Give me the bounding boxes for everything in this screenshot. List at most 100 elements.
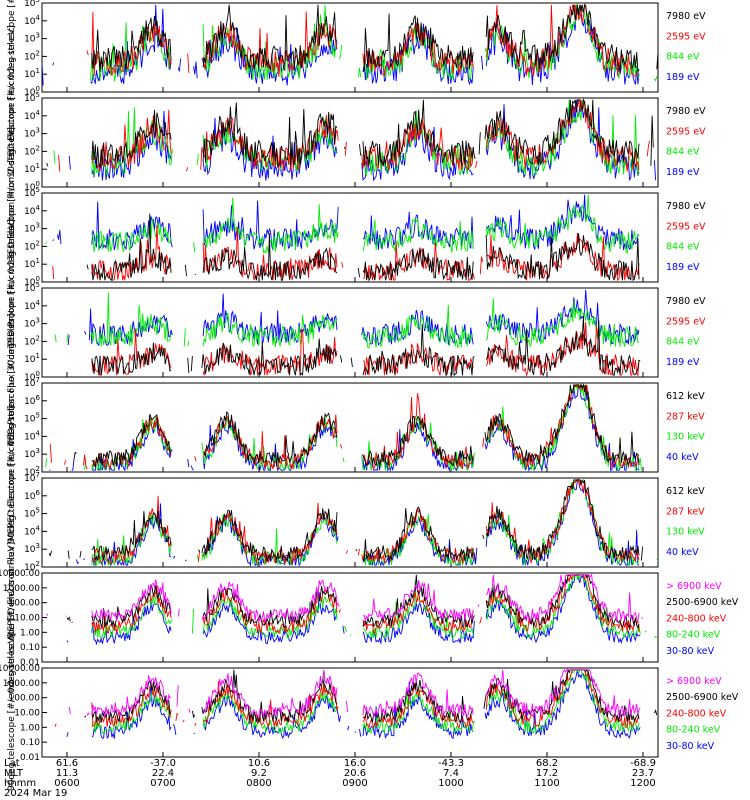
legend-entry: 2500-6900 keV xyxy=(666,692,739,703)
legend-entry: 2595 eV xyxy=(666,316,706,327)
y-tick-label: 104 xyxy=(24,109,40,122)
x-tick-label-lat: 68.2 xyxy=(536,758,558,769)
legend-entry: 7980 eV xyxy=(666,201,706,212)
legend-entry: 287 keV xyxy=(666,506,705,517)
legend-entry: 7980 eV xyxy=(666,296,706,307)
y-tick-label: 101 xyxy=(24,352,40,365)
y-tick-label: 0.01 xyxy=(20,658,40,668)
y-tick-label: 10.00 xyxy=(14,614,40,624)
series-line-130-kev xyxy=(91,479,658,567)
legend-entry: 844 eV xyxy=(666,337,700,348)
y-tick-label: 102 xyxy=(24,49,40,62)
legend-entry: 2595 eV xyxy=(666,221,706,232)
x-tick-label-time: 0800 xyxy=(246,778,271,789)
date-label: 2024 Mar 19 xyxy=(4,788,67,799)
y-tick-label: 1.00 xyxy=(20,723,40,733)
legend-entry: 844 eV xyxy=(666,147,700,158)
x-tick-label-lat: -68.9 xyxy=(630,758,656,769)
legend-entry: 240-800 keV xyxy=(666,613,727,624)
y-tick-label: 101 xyxy=(24,67,40,80)
y-tick-label: 104 xyxy=(24,204,40,217)
y-axis-label: MEPED Electron Flux 90deg telescope [#/c… xyxy=(7,406,17,639)
legend-entry: 7980 eV xyxy=(666,106,706,117)
y-tick-label: 102 xyxy=(24,144,40,157)
x-tick-label-mlt: 9.2 xyxy=(251,768,267,779)
legend-entry: 30-80 keV xyxy=(666,741,715,752)
legend-entry: 612 keV xyxy=(666,486,705,497)
x-tick-label-mlt: 7.4 xyxy=(443,768,459,779)
legend-entry: 2595 eV xyxy=(666,31,706,42)
y-tick-label: 0.10 xyxy=(20,643,40,653)
y-axis-label: TED Proton Flux 30deg telescope [#/cm2-s… xyxy=(7,219,17,447)
panel-7: 0.01 0.10 1.00 10.00 100.00 1000.00 10000.000d… xyxy=(0,542,739,693)
plot-frame xyxy=(41,477,659,568)
y-tick-label: 103 xyxy=(24,447,40,460)
legend-entry: 287 keV xyxy=(666,411,705,422)
plot-frame xyxy=(41,287,659,378)
legend-entry: > 6900 keV xyxy=(666,581,722,592)
y-tick-label: 10000.00 xyxy=(0,664,40,674)
plot-frame xyxy=(41,382,659,473)
legend-entry: 7980 eV xyxy=(666,11,706,22)
x-tick-label-time: 0700 xyxy=(150,778,175,789)
y-tick-label: 102 xyxy=(24,334,40,347)
x-tick-label-mlt: 17.2 xyxy=(536,768,558,779)
legend-entry: 2500-6900 keV xyxy=(666,597,739,608)
legend-entry: 40 keV xyxy=(666,547,699,558)
y-tick-label: 106 xyxy=(24,489,40,502)
y-tick-label: 104 xyxy=(24,524,40,537)
y-tick-label: 103 xyxy=(24,222,40,235)
legend-entry: 130 keV xyxy=(666,432,705,443)
y-axis-label: 0deg telescope [#/cm2-s-str-keV] xyxy=(7,542,17,693)
legend-entry: 189 eV xyxy=(666,167,700,178)
y-tick-label: 1000.00 xyxy=(3,584,40,594)
series-line-7980-ev xyxy=(91,3,658,73)
legend-entry: 40 keV xyxy=(666,452,699,463)
y-tick-label: 102 xyxy=(24,239,40,252)
y-tick-label: 105 xyxy=(24,0,40,9)
y-tick-label: 1.00 xyxy=(20,628,40,638)
lat-row-label: Lat xyxy=(4,758,20,769)
y-tick-label: 100.00 xyxy=(9,694,41,704)
legend-entry: 189 eV xyxy=(666,262,700,273)
x-tick-label-mlt: 20.6 xyxy=(344,768,366,779)
x-tick-label-time: 1200 xyxy=(630,778,655,789)
y-axis-label: 90deg telescope [#/cm2-s-str-keV] xyxy=(7,634,17,791)
y-tick-label: 104 xyxy=(24,429,40,442)
y-tick-label: 105 xyxy=(24,412,40,425)
legend-entry: 2595 eV xyxy=(666,126,706,137)
y-tick-label: 0.10 xyxy=(20,738,40,748)
y-tick-label: 101 xyxy=(24,162,40,175)
y-axis-label: MEPED Electron Flux 0deg telescope [#/cm… xyxy=(7,314,17,542)
x-tick-label-lat: 16.0 xyxy=(344,758,366,769)
y-tick-label: 101 xyxy=(24,257,40,270)
y-tick-label: 103 xyxy=(24,542,40,555)
legend-entry: 240-800 keV xyxy=(666,708,727,719)
y-tick-label: 0.01 xyxy=(20,753,40,763)
legend-entry: 130 keV xyxy=(666,527,705,538)
series-line-2500-6900-kev xyxy=(84,668,658,724)
plot-frame xyxy=(41,572,659,663)
x-tick-label-lat: 61.6 xyxy=(56,758,78,769)
panel-8: 0.01 0.10 1.00 10.00 100.00 1000.00 10000.0090… xyxy=(0,634,739,791)
y-tick-label: 10.00 xyxy=(14,709,40,719)
y-tick-label: 1000.00 xyxy=(3,679,40,689)
y-tick-label: 103 xyxy=(24,317,40,330)
y-tick-label: 10000.00 xyxy=(0,569,40,579)
x-tick-label-time: 0900 xyxy=(342,778,367,789)
legend-entry: 30-80 keV xyxy=(666,646,715,657)
x-tick-label-lat: -43.3 xyxy=(438,758,464,769)
x-tick-label-time: 1100 xyxy=(534,778,559,789)
legend-entry: 844 eV xyxy=(666,242,700,253)
plot-frame xyxy=(41,667,659,758)
y-tick-label: 104 xyxy=(24,14,40,27)
x-tick-label-lat: 10.6 xyxy=(248,758,270,769)
x-tick-label-mlt: 22.4 xyxy=(152,768,174,779)
series-line-7980-ev xyxy=(46,98,654,169)
series-line-2500-6900-kev xyxy=(42,573,640,629)
